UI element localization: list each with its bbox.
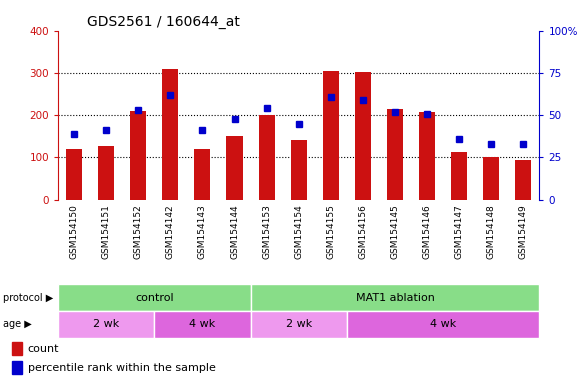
Bar <box>58 311 154 338</box>
Text: 4 wk: 4 wk <box>189 319 216 329</box>
Bar <box>98 146 114 200</box>
Text: GSM154150: GSM154150 <box>70 204 78 259</box>
Bar <box>226 136 242 200</box>
Text: protocol ▶: protocol ▶ <box>3 293 53 303</box>
Bar <box>355 72 371 200</box>
Bar <box>516 161 531 200</box>
Bar <box>259 115 275 200</box>
Text: percentile rank within the sample: percentile rank within the sample <box>28 363 216 373</box>
Bar <box>419 112 435 200</box>
Text: 2 wk: 2 wk <box>93 319 119 329</box>
Text: 2 wk: 2 wk <box>285 319 312 329</box>
Text: GSM154146: GSM154146 <box>423 204 432 259</box>
Text: GSM154152: GSM154152 <box>134 204 143 259</box>
Text: GSM154147: GSM154147 <box>455 204 463 259</box>
Text: GSM154144: GSM154144 <box>230 204 239 258</box>
Bar <box>154 311 251 338</box>
Bar <box>347 311 539 338</box>
Text: GSM154143: GSM154143 <box>198 204 207 259</box>
Text: MAT1 ablation: MAT1 ablation <box>356 293 434 303</box>
Bar <box>162 69 179 200</box>
Text: age ▶: age ▶ <box>3 319 32 329</box>
Bar <box>58 284 251 311</box>
Text: GDS2561 / 160644_at: GDS2561 / 160644_at <box>87 15 240 29</box>
Text: GSM154151: GSM154151 <box>102 204 111 259</box>
Text: GSM154145: GSM154145 <box>390 204 400 259</box>
Bar <box>251 311 347 338</box>
Text: GSM154153: GSM154153 <box>262 204 271 259</box>
Bar <box>387 109 403 200</box>
Text: GSM154149: GSM154149 <box>519 204 528 259</box>
Text: GSM154155: GSM154155 <box>327 204 335 259</box>
Bar <box>291 140 307 200</box>
Bar <box>66 149 82 200</box>
Bar <box>322 71 339 200</box>
Bar <box>451 152 467 200</box>
Bar <box>194 149 211 200</box>
Text: count: count <box>28 344 59 354</box>
Text: 4 wk: 4 wk <box>430 319 456 329</box>
Text: GSM154148: GSM154148 <box>487 204 496 259</box>
Bar <box>12 342 22 355</box>
Bar <box>12 361 22 374</box>
Bar <box>483 157 499 200</box>
Bar <box>130 111 146 200</box>
Text: GSM154142: GSM154142 <box>166 204 175 258</box>
Bar <box>251 284 539 311</box>
Text: GSM154154: GSM154154 <box>294 204 303 259</box>
Text: GSM154156: GSM154156 <box>358 204 367 259</box>
Text: control: control <box>135 293 173 303</box>
